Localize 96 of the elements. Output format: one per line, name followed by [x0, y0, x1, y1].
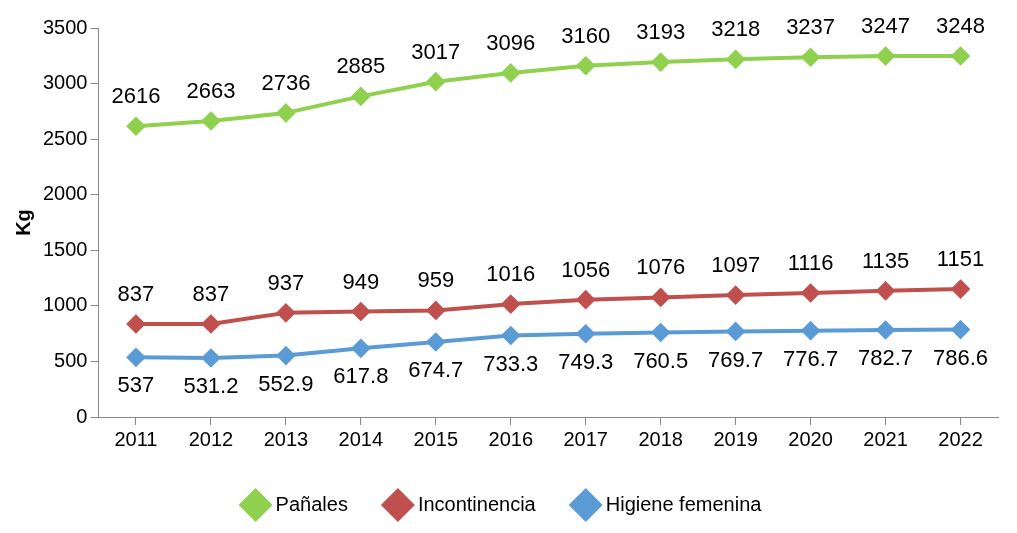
point: [651, 323, 670, 342]
legend-label: Incontinencia: [417, 492, 537, 515]
point: [426, 301, 445, 320]
point: [201, 314, 220, 333]
data-label: 2736: [261, 69, 311, 95]
point: [651, 288, 670, 307]
data-label: 537: [117, 372, 155, 398]
point: [426, 333, 445, 352]
data-label: 3096: [486, 29, 536, 55]
point: [276, 103, 295, 122]
x-tick-label: 2015: [413, 427, 459, 450]
point: [801, 48, 820, 67]
x-tick-label: 2019: [713, 427, 758, 450]
data-label: 760.5: [633, 347, 689, 373]
data-label: 3237: [786, 14, 836, 40]
y-axis-title: Kg: [11, 209, 34, 236]
data-label: 937: [267, 269, 305, 295]
data-label: 3160: [561, 22, 611, 48]
data-label: 2616: [111, 83, 161, 109]
point: [126, 314, 145, 333]
data-label: 769.7: [708, 346, 764, 372]
data-label: 3248: [936, 13, 985, 39]
data-label: 786.6: [932, 344, 989, 370]
point: [501, 295, 520, 314]
point: [276, 346, 295, 365]
y-tick-label: 3500: [42, 15, 88, 38]
data-label: 776.7: [783, 345, 839, 371]
point: [126, 348, 145, 367]
x-tick-label: 2020: [788, 427, 833, 450]
x-tick-label: 2014: [338, 427, 384, 450]
point: [351, 339, 370, 358]
data-label: 552.9: [258, 370, 314, 396]
point: [576, 290, 595, 309]
y-tick-label: 3000: [42, 71, 88, 94]
point: [951, 320, 970, 339]
data-label: 3218: [711, 16, 761, 42]
legend-label: Higiene femenina: [605, 492, 763, 515]
point: [951, 47, 970, 66]
x-tick-label: 2013: [263, 427, 309, 450]
y-tick-label: 2000: [42, 182, 88, 205]
data-label: 1151: [936, 246, 985, 272]
point: [351, 302, 370, 321]
point: [201, 348, 220, 367]
data-label: 3017: [411, 38, 461, 64]
data-label: 1116: [787, 250, 834, 276]
point: [726, 50, 745, 69]
data-label: 2663: [186, 78, 236, 104]
data-label: 2885: [336, 53, 386, 79]
point: [501, 326, 520, 345]
y-tick-label: 500: [54, 348, 88, 371]
y-tick-label: 1000: [42, 293, 88, 316]
x-tick-label: 2018: [638, 427, 683, 450]
point: [876, 321, 895, 340]
x-tick-label: 2022: [938, 427, 983, 450]
data-label: 782.7: [858, 345, 914, 371]
data-label: 949: [342, 268, 380, 294]
data-label: 617.8: [333, 363, 389, 389]
point: [276, 303, 295, 322]
y-tick-label: 0: [76, 404, 88, 427]
data-label: 531.2: [183, 373, 239, 399]
point: [726, 286, 745, 305]
x-tick-label: 2012: [188, 427, 234, 450]
data-label: 1016: [486, 261, 536, 287]
point: [876, 47, 895, 66]
point: [876, 281, 895, 300]
x-tick-label: 2016: [488, 427, 534, 450]
data-label: 959: [417, 267, 455, 293]
point: [576, 56, 595, 75]
point: [801, 283, 820, 302]
data-label: 837: [192, 281, 230, 307]
point: [501, 63, 520, 82]
x-tick-label: 2017: [563, 427, 608, 450]
point: [651, 53, 670, 72]
data-label: 3247: [861, 13, 911, 39]
point: [126, 117, 145, 136]
data-label: 733.3: [483, 350, 539, 376]
point: [951, 280, 970, 299]
point: [201, 112, 220, 131]
data-label: 3193: [636, 19, 686, 45]
data-label: 749.3: [558, 348, 614, 374]
x-tick-label: 2011: [114, 427, 158, 450]
point: [726, 322, 745, 341]
point: [426, 72, 445, 91]
x-tick-label: 2021: [863, 427, 908, 450]
data-label: 1135: [861, 247, 910, 273]
data-label: 1097: [711, 252, 761, 278]
data-label: 674.7: [408, 357, 464, 383]
point: [576, 324, 595, 343]
point: [801, 321, 820, 340]
data-label: 837: [117, 281, 155, 307]
point: [351, 87, 370, 106]
y-tick-label: 1500: [42, 237, 88, 260]
y-tick-label: 2500: [42, 126, 88, 149]
data-label: 1056: [561, 256, 611, 282]
data-label: 1076: [636, 254, 686, 280]
legend-label: Pañales: [275, 492, 348, 515]
